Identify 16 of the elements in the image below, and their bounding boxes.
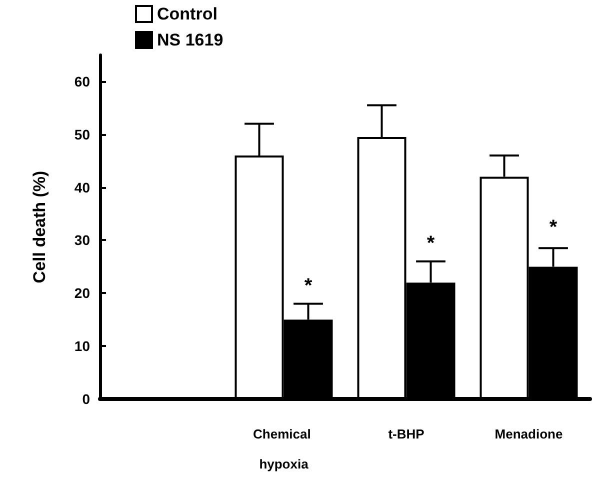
x-tick-label: Menadione xyxy=(494,426,563,442)
y-tick-label: 10 xyxy=(74,338,90,354)
legend-label: NS 1619 xyxy=(157,30,224,50)
y-axis-title: Cell death (%) xyxy=(30,170,49,284)
annotation: * xyxy=(549,216,558,239)
y-tick-label: 30 xyxy=(74,232,90,248)
x-tick-label: Chemical hypoxia xyxy=(253,426,314,472)
y-tick-label: 0 xyxy=(82,391,90,407)
annotation: * xyxy=(304,274,312,297)
annotation: * xyxy=(426,232,435,254)
y-tick-label: 60 xyxy=(74,73,90,90)
x-tick-label: t-BHP xyxy=(388,426,425,442)
legend-label: Control xyxy=(157,4,218,24)
y-tick-label: 20 xyxy=(74,285,90,302)
y-tick-label: 40 xyxy=(74,179,90,196)
y-tick-label: 50 xyxy=(74,126,90,142)
